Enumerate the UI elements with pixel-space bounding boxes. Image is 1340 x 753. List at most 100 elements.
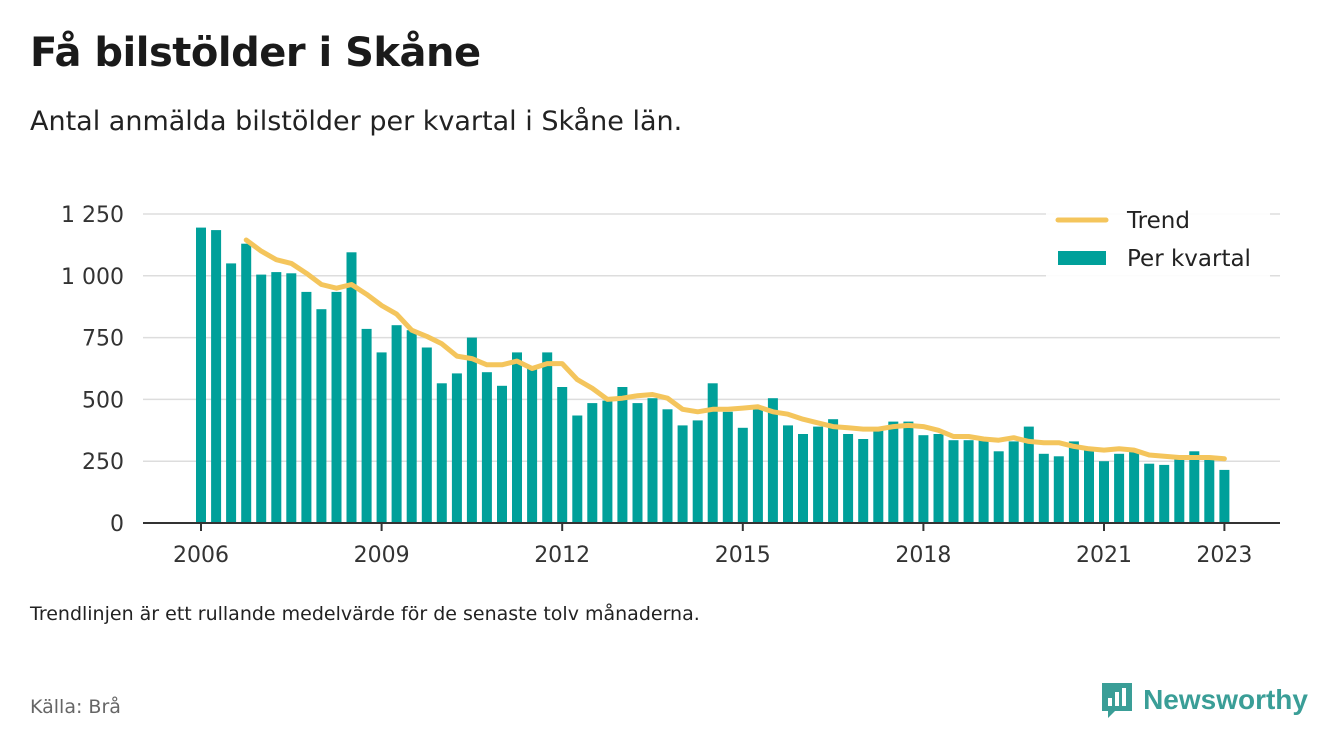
x-tick-label: 2012 — [534, 543, 590, 568]
y-tick-label: 0 — [110, 512, 124, 537]
bar — [1144, 463, 1155, 523]
bar — [226, 263, 237, 523]
bar — [572, 415, 583, 523]
bar — [843, 434, 854, 523]
bar — [903, 421, 914, 523]
bar — [557, 387, 568, 523]
bar — [316, 309, 327, 523]
bar — [527, 368, 538, 523]
bar — [692, 420, 703, 523]
bar — [722, 411, 733, 523]
legend-background — [1046, 200, 1270, 280]
bar — [196, 227, 206, 523]
bar — [828, 419, 839, 523]
x-tick-label: 2018 — [895, 543, 951, 568]
x-tick-label: 2009 — [354, 543, 410, 568]
bar — [813, 426, 824, 523]
bar — [331, 291, 342, 523]
bar — [617, 387, 628, 523]
y-axis-labels: 0 250 500 750 1 000 1 250 — [61, 203, 124, 537]
bar — [873, 430, 884, 523]
bar — [1008, 441, 1019, 523]
trend-layer — [243, 237, 1227, 462]
bar — [451, 373, 462, 523]
bar — [888, 421, 899, 523]
brand-name: Newsworthy — [1143, 684, 1308, 715]
y-tick-label: 500 — [82, 388, 124, 413]
newsworthy-icon — [1102, 683, 1133, 718]
bar — [512, 352, 522, 523]
x-axis: 2006 2009 2012 2015 2018 2021 2023 — [143, 522, 1280, 568]
chart-subtitle: Antal anmälda bilstölder per kvartal i S… — [30, 106, 683, 137]
source-label: Källa: Brå — [30, 696, 121, 718]
bar — [241, 243, 252, 523]
bar — [918, 435, 929, 523]
y-tick-label: 1 000 — [61, 265, 124, 290]
bar-chart: 0 250 500 750 1 000 1 250 2006 2009 2012 2015 201… — [61, 200, 1280, 568]
y-tick-label: 750 — [82, 327, 124, 352]
bar — [466, 337, 477, 523]
bar — [1038, 453, 1049, 523]
x-tick-label: 2006 — [173, 543, 229, 568]
y-tick-label: 1 250 — [61, 203, 124, 228]
bar — [1189, 451, 1200, 523]
bar — [978, 439, 989, 523]
bar — [436, 383, 447, 523]
trend-line — [243, 237, 1227, 462]
bar — [391, 325, 402, 523]
bar — [406, 330, 417, 523]
bar — [858, 439, 869, 523]
bar — [481, 372, 492, 523]
bar — [1068, 441, 1079, 523]
bar — [933, 434, 944, 523]
bar — [361, 328, 372, 523]
x-tick-label: 2021 — [1076, 543, 1132, 568]
bar — [662, 409, 673, 523]
bar — [993, 451, 1004, 523]
bar — [1174, 457, 1185, 523]
legend-trend-label: Trend — [1126, 208, 1190, 234]
bar — [1084, 448, 1094, 523]
bar — [286, 273, 297, 523]
bar — [1159, 464, 1170, 523]
bar — [1129, 450, 1140, 523]
y-tick-label: 250 — [82, 450, 124, 475]
bar — [752, 409, 763, 523]
bar — [1053, 456, 1064, 523]
x-tick-label: 2015 — [715, 543, 771, 568]
bar — [1204, 460, 1215, 523]
bar — [376, 352, 387, 523]
chart-title: Få bilstölder i Skåne — [30, 30, 481, 76]
bar — [632, 403, 643, 523]
bar — [271, 272, 282, 523]
bar — [1219, 469, 1230, 523]
bar — [948, 440, 959, 523]
x-tick-label: 2023 — [1196, 543, 1252, 568]
footnote: Trendlinjen är ett rullande medelvärde f… — [30, 603, 700, 625]
legend: Trend Per kvartal — [1046, 200, 1270, 280]
bar — [783, 425, 793, 523]
bar — [421, 347, 432, 523]
bar — [587, 403, 598, 523]
bar — [301, 291, 312, 523]
bar — [707, 383, 718, 523]
bars — [196, 227, 1230, 524]
bar — [1023, 426, 1034, 523]
bar — [256, 274, 267, 523]
legend-bar-swatch — [1058, 251, 1106, 265]
bar — [647, 398, 658, 523]
bar — [542, 352, 553, 523]
bar — [1114, 453, 1125, 523]
newsworthy-logo[interactable]: Newsworthy — [1099, 680, 1308, 720]
bar — [211, 230, 222, 523]
bar — [497, 385, 507, 523]
bar — [677, 425, 688, 523]
legend-bar-label: Per kvartal — [1127, 246, 1251, 272]
bar — [798, 434, 808, 523]
bar — [1099, 461, 1109, 523]
bar — [602, 400, 613, 523]
bar — [963, 440, 974, 523]
bar — [737, 427, 748, 523]
bar — [767, 398, 778, 523]
bar — [346, 252, 357, 524]
